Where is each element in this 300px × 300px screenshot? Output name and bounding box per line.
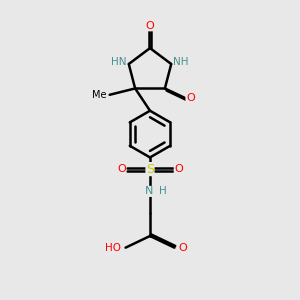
Text: H: H <box>159 186 166 197</box>
Text: O: O <box>146 21 154 31</box>
Text: NH: NH <box>173 57 189 67</box>
Text: O: O <box>117 164 126 174</box>
Text: O: O <box>174 164 183 174</box>
Text: HO: HO <box>105 243 121 253</box>
Text: HN: HN <box>111 57 127 67</box>
Text: S: S <box>146 163 154 176</box>
Text: O: O <box>179 243 188 253</box>
Text: N: N <box>145 186 153 197</box>
Text: O: O <box>186 93 195 103</box>
Text: Me: Me <box>92 90 106 100</box>
